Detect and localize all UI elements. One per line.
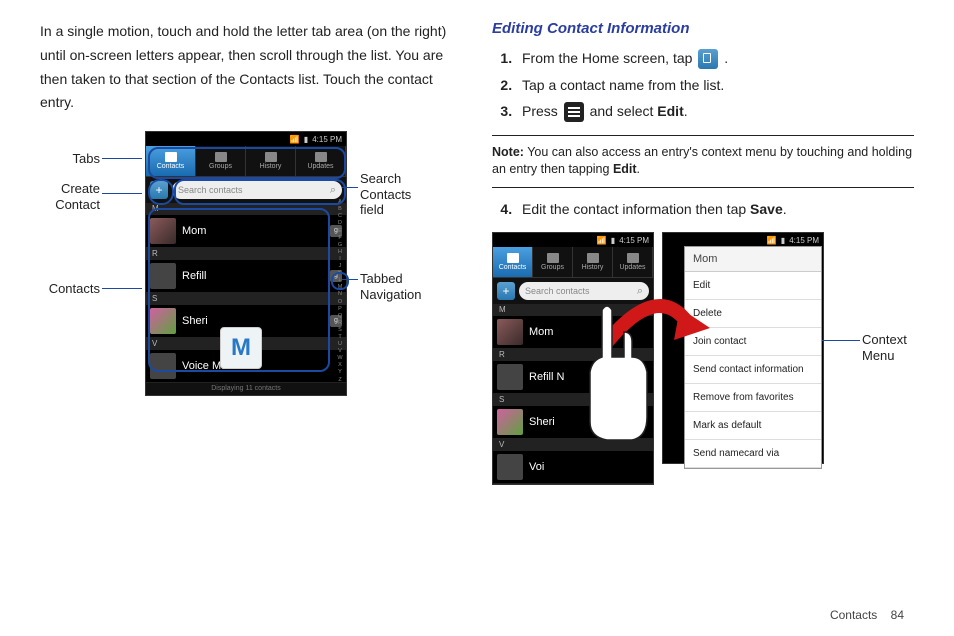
phone-mock: 📶▮4:15 PM Contacts Groups History Update…	[145, 131, 347, 396]
page-footer: Contacts 84	[830, 608, 904, 622]
step-2: Tap a contact name from the list.	[516, 72, 914, 99]
context-menu-item[interactable]: Mark as default	[685, 412, 821, 440]
context-menu: MomEditDeleteJoin contactSend contact in…	[684, 246, 822, 469]
dual-phone-diagram: 📶▮4:15 PM Contacts Groups History Update…	[492, 232, 914, 482]
callout-search: Search Contacts field	[360, 171, 411, 218]
step-1: From the Home screen, tap .	[516, 45, 914, 72]
phone-diagram: Tabs Create Contact Contacts 📶▮4:15 PM C…	[40, 131, 462, 481]
list-footer: Displaying 11 contacts	[146, 383, 346, 395]
left-column: In a single motion, touch and hold the l…	[40, 20, 462, 482]
step-3: Press and select Edit.	[516, 98, 914, 125]
context-menu-item[interactable]: Send contact information	[685, 356, 821, 384]
hand-illustration	[582, 302, 652, 442]
context-menu-item[interactable]: Remove from favorites	[685, 384, 821, 412]
alpha-strip[interactable]: ABCDEFGHIJKLMNOPQRSTUVWXYZ	[336, 200, 344, 383]
contacts-app-icon	[698, 49, 718, 69]
divider	[492, 187, 914, 188]
note: Note: You can also access an entry's con…	[492, 144, 914, 179]
steps-list: From the Home screen, tap . Tap a contac…	[492, 45, 914, 125]
steps-list-cont: Edit the contact information then tap Sa…	[492, 196, 914, 223]
menu-icon	[564, 102, 584, 122]
divider	[492, 135, 914, 136]
section-heading: Editing Contact Information	[492, 20, 914, 37]
callout-create: Create Contact	[40, 181, 100, 212]
context-menu-item[interactable]: Send namecard via	[685, 440, 821, 468]
callout-tabbed: Tabbed Navigation	[360, 271, 421, 302]
callout-context: Context Menu	[862, 332, 907, 363]
callout-tabs: Tabs	[40, 151, 100, 167]
right-column: Editing Contact Information From the Hom…	[492, 20, 914, 482]
intro-paragraph: In a single motion, touch and hold the l…	[40, 20, 462, 115]
status-bar: 📶▮4:15 PM	[146, 132, 346, 146]
callout-contacts: Contacts	[40, 281, 100, 297]
step-4: Edit the contact information then tap Sa…	[516, 196, 914, 223]
